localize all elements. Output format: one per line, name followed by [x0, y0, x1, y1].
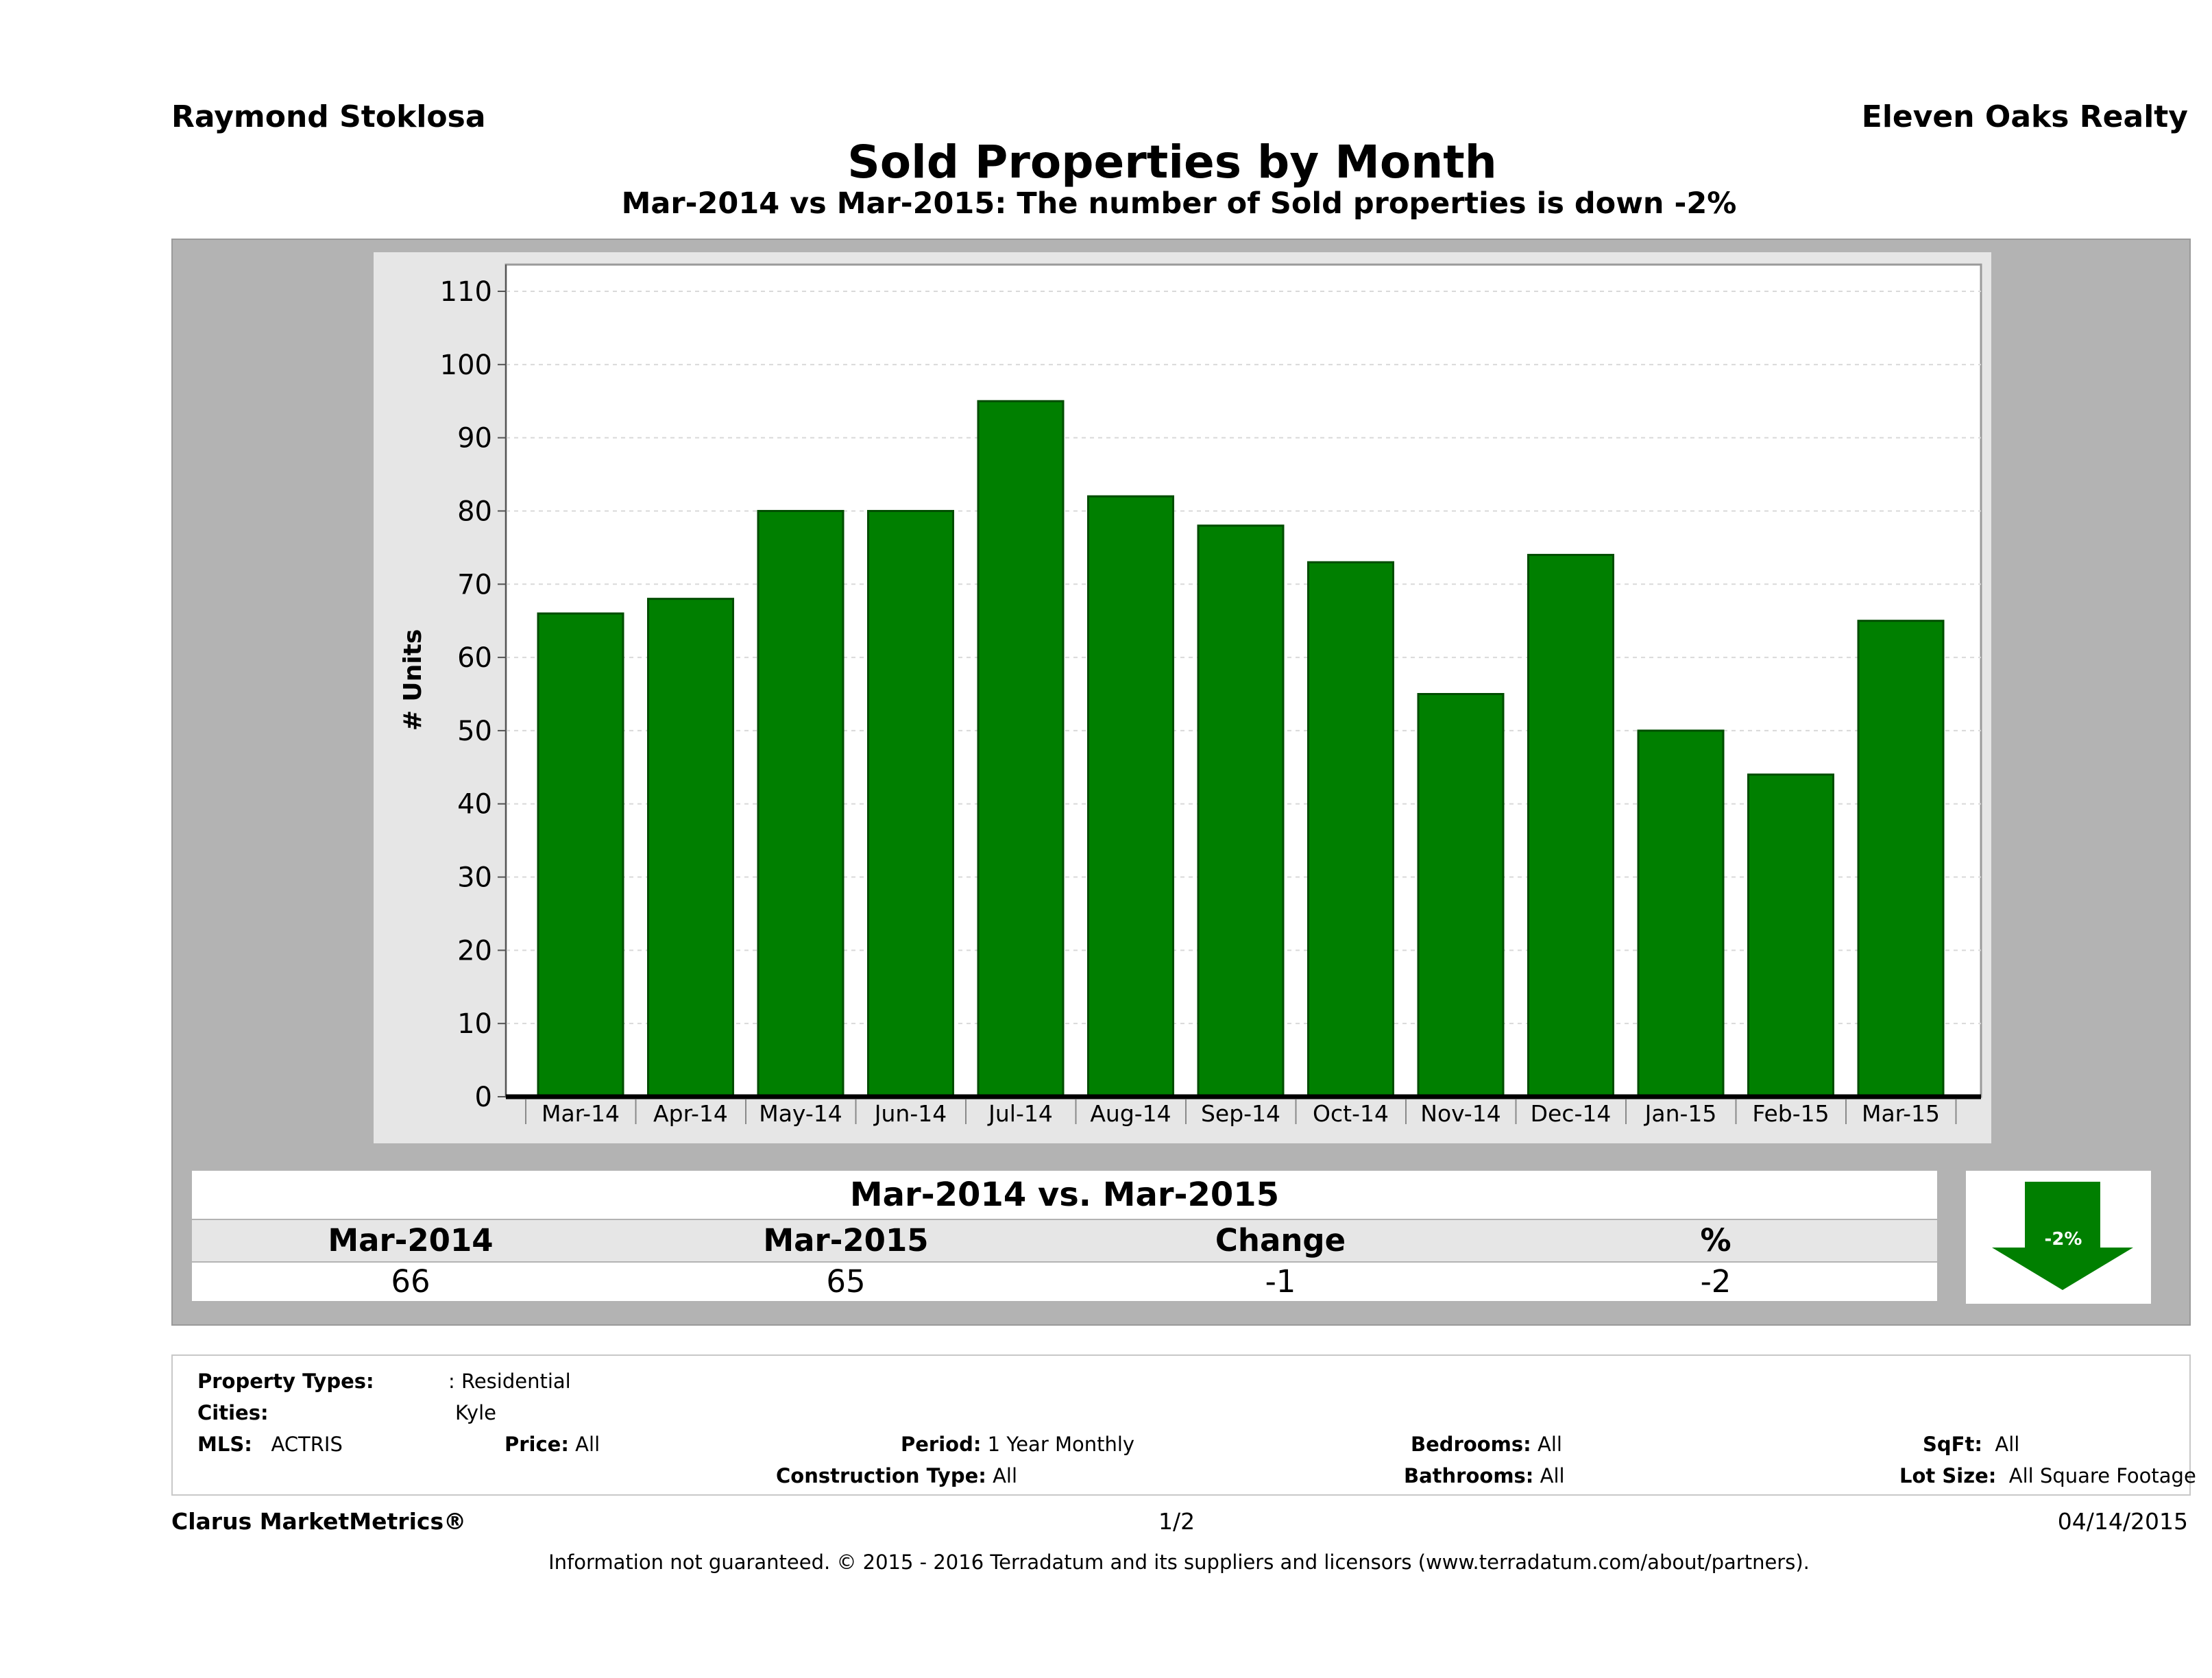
footer-brand: Clarus MarketMetrics®	[171, 1508, 467, 1535]
report-date: 04/14/2015	[2057, 1508, 2188, 1535]
y-tick-label: 90	[457, 423, 492, 454]
change-indicator: -2%	[1966, 1171, 2151, 1304]
summary-value-mar-2015: 65	[826, 1263, 866, 1300]
bar	[647, 598, 734, 1098]
construction-type-filter: Construction Type: All	[776, 1464, 1018, 1487]
period-filter: Period: 1 Year Monthly	[901, 1433, 1135, 1456]
chart-subtitle: Mar-2014 vs Mar-2015: The number of Sold…	[621, 186, 1737, 221]
x-tick-label: Sep-14	[1201, 1100, 1280, 1127]
down-arrow-icon: -2%	[1992, 1182, 2133, 1290]
x-tick-label: Feb-15	[1752, 1100, 1829, 1127]
summary-title-row: Mar-2014 vs. Mar-2015	[192, 1171, 1937, 1219]
bar	[1637, 729, 1725, 1098]
x-tick-label: Jul-14	[987, 1100, 1053, 1127]
x-tick-label: Mar-15	[1862, 1100, 1940, 1127]
x-tick-label: Aug-14	[1090, 1100, 1171, 1127]
y-tick-label: 100	[440, 350, 492, 381]
property-types-filter: Property Types:	[197, 1370, 374, 1393]
summary-table: Mar-2014 vs. Mar-2015 Mar-2014 Mar-2015 …	[192, 1171, 1937, 1308]
x-tick-label: Jan-15	[1644, 1100, 1717, 1127]
y-tick-label: 40	[457, 789, 492, 820]
lot-size-filter: Lot Size: All Square Footage	[1899, 1464, 2196, 1487]
summary-title: Mar-2014 vs. Mar-2015	[849, 1176, 1280, 1214]
x-tick-label: Mar-14	[542, 1100, 620, 1127]
agent-name: Raymond Stoklosa	[171, 99, 486, 134]
bar	[1197, 524, 1285, 1098]
change-indicator-label: -2%	[2045, 1229, 2082, 1250]
summary-header-percent: %	[1700, 1222, 1731, 1258]
cities-filter: Cities:	[197, 1401, 269, 1424]
bathrooms-filter: Bathrooms: All	[1404, 1464, 1565, 1487]
bar	[867, 509, 954, 1098]
sqft-filter: SqFt: All	[1923, 1433, 2020, 1456]
y-tick-label: 0	[475, 1082, 492, 1113]
summary-header-mar-2014: Mar-2014	[328, 1222, 494, 1258]
mls-filter: MLS: ACTRIS	[197, 1433, 343, 1456]
y-tick-label: 70	[457, 569, 492, 600]
filters-panel: Property Types: : Residential Cities: Ky…	[171, 1354, 2196, 1496]
bar	[1307, 561, 1394, 1098]
arrow-shape	[1992, 1182, 2133, 1290]
bar	[1527, 554, 1614, 1098]
bar	[1417, 693, 1505, 1098]
bar	[1857, 620, 1945, 1098]
summary-header-change: Change	[1215, 1222, 1346, 1258]
x-tick-label: Nov-14	[1420, 1100, 1500, 1127]
bar	[1747, 773, 1834, 1098]
summary-header-row: Mar-2014 Mar-2015 Change %	[192, 1220, 1937, 1261]
summary-value-change: -1	[1265, 1263, 1296, 1300]
price-filter: Price: All	[505, 1433, 600, 1456]
bar	[1087, 495, 1174, 1098]
y-axis-label: # Units	[399, 629, 427, 731]
summary-header-mar-2015: Mar-2015	[763, 1222, 929, 1258]
y-tick-label: 10	[457, 1008, 492, 1040]
y-tick-label: 110	[440, 276, 492, 308]
property-types-value: : Residential	[448, 1370, 571, 1393]
summary-value-row: 66 65 -1 -2	[192, 1263, 1937, 1301]
y-tick-label: 30	[457, 862, 492, 894]
y-tick-label: 50	[457, 716, 492, 747]
x-tick-label: Jun-14	[873, 1100, 947, 1127]
cities-value: Kyle	[455, 1401, 496, 1424]
bar	[537, 612, 624, 1098]
bar	[757, 509, 844, 1098]
bar	[977, 400, 1065, 1098]
x-tick-label: Apr-14	[653, 1100, 728, 1127]
bedrooms-filter: Bedrooms: All	[1411, 1433, 1562, 1456]
page-number: 1/2	[1158, 1508, 1195, 1535]
chart-title: Sold Properties by Month	[847, 136, 1497, 189]
summary-value-percent: -2	[1700, 1263, 1731, 1300]
x-tick-label: May-14	[759, 1100, 842, 1127]
y-tick-label: 60	[457, 642, 492, 674]
x-tick-label: Oct-14	[1313, 1100, 1389, 1127]
y-tick-label: 20	[457, 935, 492, 966]
summary-value-mar-2014: 66	[391, 1263, 430, 1300]
y-tick-label: 80	[457, 496, 492, 527]
disclaimer: Information not guaranteed. © 2015 - 201…	[548, 1551, 1810, 1574]
company-name: Eleven Oaks Realty	[1861, 99, 2188, 134]
x-tick-label: Dec-14	[1531, 1100, 1612, 1127]
